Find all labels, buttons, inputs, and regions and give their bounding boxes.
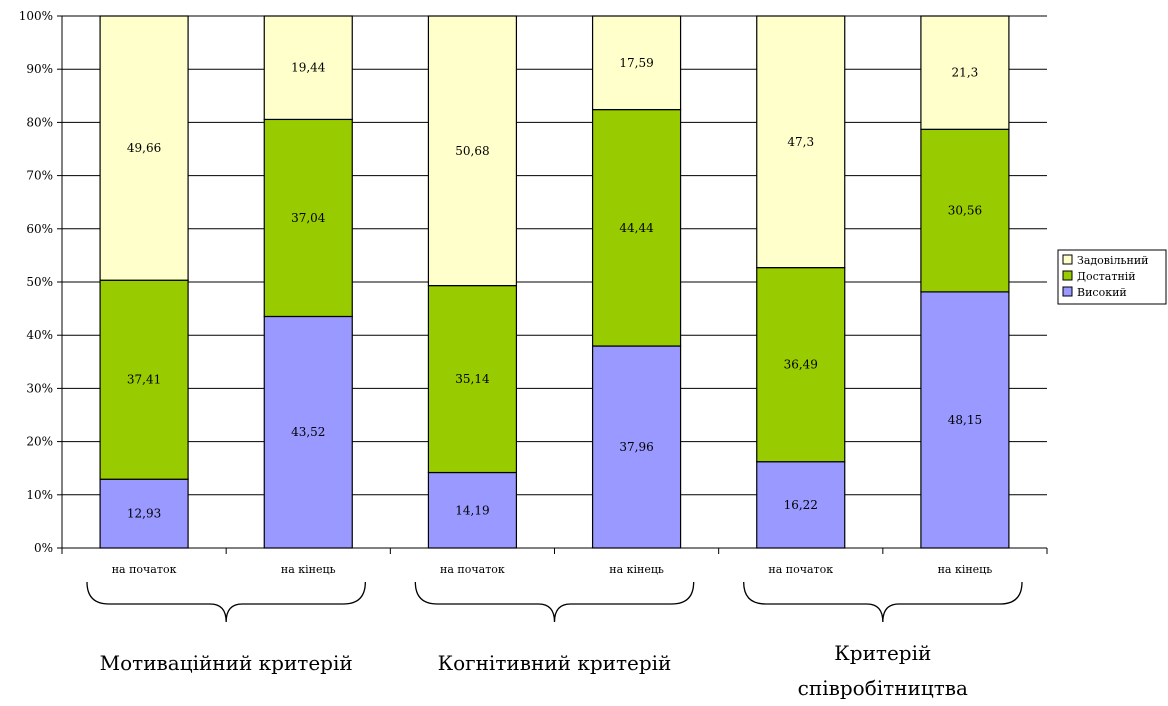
data-label: 16,22 [784, 498, 818, 512]
y-tick-label: 40% [26, 328, 53, 342]
x-tick-label: на кінець [281, 563, 336, 576]
x-tick-label: на початок [112, 563, 177, 576]
y-tick-label: 100% [19, 9, 53, 23]
data-label: 35,14 [455, 372, 490, 386]
x-tick-label: на кінець [938, 563, 993, 576]
gridlines [62, 15, 1047, 496]
bar-segment [591, 108, 682, 347]
bar-segment [427, 471, 518, 549]
legend-label: Високий [1077, 286, 1127, 299]
data-label: 37,96 [619, 440, 653, 454]
bar-segment [756, 461, 846, 549]
bar-segment [756, 15, 846, 269]
bar-segment [263, 118, 353, 318]
legend: Задовільний Достатній Високий [1057, 249, 1167, 305]
data-label: 50,68 [455, 144, 489, 158]
bar-segment [920, 15, 1010, 130]
data-label: 48,15 [948, 413, 982, 427]
bars [99, 15, 1010, 549]
axes: 0% 10% 20% 30% 40% 50% 60% 70% 80% 90% 100% на поча… [19, 9, 1048, 576]
legend-swatch [1062, 286, 1073, 297]
y-tick-label: 70% [26, 169, 53, 183]
data-label: 14,19 [455, 503, 489, 517]
legend-label: Достатній [1077, 270, 1136, 283]
data-label: 37,04 [291, 211, 326, 225]
bar-segment [591, 15, 682, 111]
y-tick-label: 30% [26, 381, 53, 395]
y-tick-label: 60% [26, 222, 53, 236]
data-label: 37,41 [127, 373, 161, 387]
legend-swatch [1062, 270, 1073, 281]
legend-label: Задовільний [1077, 254, 1149, 267]
y-tick-label: 90% [26, 62, 53, 76]
bar-segment [263, 315, 353, 549]
data-label: 12,93 [127, 507, 161, 521]
bar-segment [263, 15, 353, 121]
data-label: 17,59 [619, 56, 653, 70]
data-label: 49,66 [127, 141, 161, 155]
data-labels: 12,93 37,41 49,66 43,52 37,04 19,44 14,19 35,14… [127, 56, 982, 521]
group-label: Критерій [834, 641, 931, 665]
bar-segment [427, 284, 518, 474]
y-tick-label: 10% [26, 488, 53, 502]
category-groups: Мотиваційний критерій Когнітивний критері… [86, 581, 1023, 700]
y-tick-label: 20% [26, 435, 53, 449]
group-brace [743, 581, 1023, 623]
group-label: співробітництва [798, 676, 968, 700]
data-label: 47,3 [787, 135, 814, 149]
data-label: 30,56 [948, 204, 982, 218]
legend-swatch [1062, 254, 1073, 265]
x-tick-label: на початок [440, 563, 505, 576]
y-tick-label: 0% [34, 541, 53, 555]
x-tick-label: на кінець [609, 563, 664, 576]
legend-box [1057, 249, 1167, 305]
group-brace [414, 581, 695, 623]
bar-segment [920, 291, 1010, 549]
bar-segment [99, 15, 189, 281]
data-label: 19,44 [291, 61, 326, 75]
data-label: 21,3 [952, 66, 979, 80]
group-label: Мотиваційний критерій [100, 651, 353, 675]
bar-segment [591, 345, 682, 549]
data-label: 43,52 [291, 425, 325, 439]
bar-segment [99, 279, 189, 480]
y-tick-label: 80% [26, 115, 53, 129]
data-label: 44,44 [619, 221, 654, 235]
bar-segment [920, 128, 1010, 293]
x-tick-label: на початок [768, 563, 833, 576]
group-label: Когнітивний критерій [438, 651, 672, 675]
data-label: 36,49 [784, 358, 818, 372]
group-brace [86, 581, 366, 623]
y-tick-label: 50% [26, 275, 53, 289]
bar-segment [427, 15, 518, 287]
